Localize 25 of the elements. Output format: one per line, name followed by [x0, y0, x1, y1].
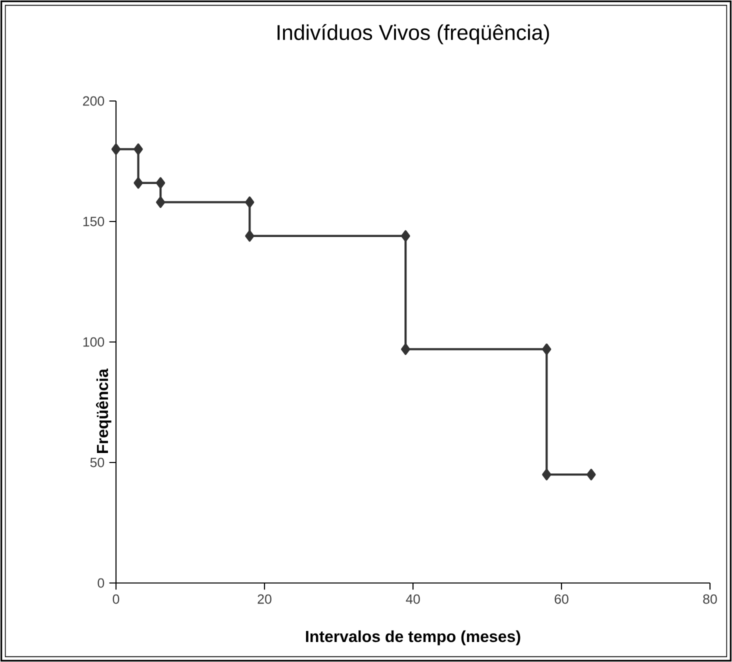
x-tick-label: 80: [703, 594, 717, 604]
x-tick-label: 60: [554, 594, 568, 604]
point: [134, 177, 143, 189]
y-tick-label: 100: [83, 337, 104, 347]
point: [586, 468, 596, 480]
point: [156, 177, 166, 189]
point: [542, 468, 552, 480]
x-tick-label: 0: [112, 594, 120, 604]
y-tick-label: 200: [83, 96, 104, 106]
y-tick-label: 0: [98, 578, 104, 588]
y-axis-title: Freqüência: [96, 368, 112, 453]
chart-title: Indivíduos Vivos (freqüência): [278, 24, 549, 44]
x-axis-title: Intervalos de tempo (meses): [306, 630, 520, 646]
point: [542, 343, 552, 355]
point: [134, 143, 143, 155]
x-tick-label: 20: [258, 594, 272, 604]
point: [401, 343, 410, 355]
y-tick-label: 50: [90, 458, 104, 468]
point: [156, 196, 166, 208]
point: [111, 143, 121, 155]
x-tick-label: 40: [406, 594, 420, 604]
point: [401, 230, 410, 242]
point: [245, 196, 254, 208]
y-tick-label: 150: [83, 216, 104, 226]
point: [245, 230, 254, 242]
